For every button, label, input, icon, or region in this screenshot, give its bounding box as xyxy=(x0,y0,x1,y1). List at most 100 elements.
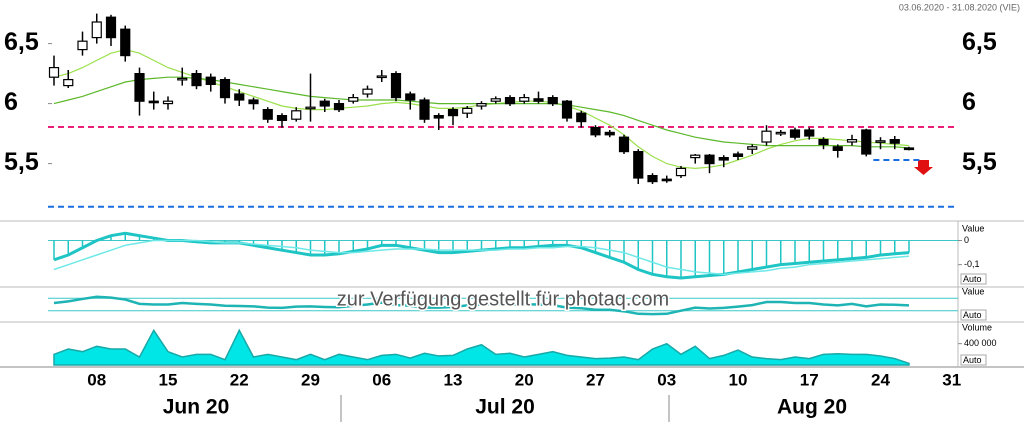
candle-body xyxy=(561,100,573,119)
candle-body xyxy=(476,102,487,107)
candle-body xyxy=(390,72,402,99)
candle-body xyxy=(818,139,829,146)
x-tick-label: 13 xyxy=(444,370,463,389)
candle-body xyxy=(276,114,288,121)
auto-button-label[interactable]: Auto xyxy=(963,355,982,365)
candle-body xyxy=(903,147,915,151)
candle-body xyxy=(633,151,644,179)
date-range: 03.06.2020 - 31.08.2020 (VIE) xyxy=(899,2,1020,12)
candle-body xyxy=(376,75,387,79)
y-tick-label: -0,1 xyxy=(964,259,980,269)
candle-body xyxy=(704,154,715,165)
auto-button-label[interactable]: Auto xyxy=(963,274,982,284)
candle-body xyxy=(718,157,729,161)
candle-body xyxy=(305,106,316,110)
candle-body xyxy=(604,131,615,136)
x-tick-label: 15 xyxy=(159,370,178,389)
y-tick-label: 6 xyxy=(962,88,976,116)
candle-body xyxy=(77,40,88,51)
auto-button[interactable] xyxy=(960,273,987,285)
candle-body xyxy=(690,154,701,159)
series-line xyxy=(53,295,910,316)
candle-body xyxy=(134,72,145,102)
candle-body xyxy=(832,146,843,152)
x-tick-label: 31 xyxy=(942,370,961,389)
candle-body xyxy=(162,100,174,105)
candle-body xyxy=(362,88,373,95)
candle-body xyxy=(48,66,60,78)
y-tick-label: 0 xyxy=(964,235,969,245)
candle-body xyxy=(319,100,330,107)
candle-body xyxy=(761,130,772,143)
x-tick-label: 08 xyxy=(87,370,106,389)
volume-area xyxy=(53,328,910,366)
candle-body xyxy=(861,129,872,155)
candle-body xyxy=(205,76,216,85)
candle-body xyxy=(234,93,245,101)
axis-label: Volume xyxy=(962,322,992,332)
series-line xyxy=(53,239,910,276)
candle-body xyxy=(846,139,858,143)
candle-body xyxy=(590,126,601,136)
y-tick-label: 5,5 xyxy=(4,148,39,176)
candle-body xyxy=(533,98,544,102)
candle-body xyxy=(248,99,259,105)
candle-body xyxy=(291,110,302,120)
x-tick-label: 27 xyxy=(586,370,605,389)
candle-body xyxy=(647,175,658,183)
watermark: zur Verfügung gestellt für photaq.com xyxy=(337,288,669,310)
candle-body xyxy=(219,78,231,99)
candle-body xyxy=(675,167,687,177)
y-tick-label: 6,5 xyxy=(962,28,997,56)
candle-body xyxy=(875,140,886,143)
candle-body xyxy=(405,93,416,101)
candle-body xyxy=(120,28,131,57)
candle-body xyxy=(775,131,786,135)
candle-body xyxy=(262,108,273,120)
candle-body xyxy=(519,96,530,102)
down-arrow xyxy=(914,160,933,175)
candle-body xyxy=(889,139,900,144)
month-label: Jun 20 xyxy=(163,396,230,419)
candle-body xyxy=(447,108,459,117)
candle-body xyxy=(462,107,473,114)
x-tick-label: 06 xyxy=(372,370,391,389)
candle-body xyxy=(91,21,102,39)
x-tick-label: 22 xyxy=(230,370,249,389)
y-tick-label: 400 000 xyxy=(964,338,997,348)
candle-body xyxy=(804,129,815,137)
x-tick-label: 29 xyxy=(301,370,320,389)
y-tick-label: 6,5 xyxy=(4,28,39,56)
candle-body xyxy=(105,16,117,39)
candle-body xyxy=(547,96,558,105)
candle-body xyxy=(148,100,159,104)
candle-body xyxy=(732,153,744,158)
candle-body xyxy=(576,112,587,123)
axis-label: Value xyxy=(962,286,984,296)
candle-body xyxy=(348,96,359,102)
auto-button-label[interactable]: Auto xyxy=(963,310,982,320)
month-label: Aug 20 xyxy=(777,396,847,419)
candle-body xyxy=(490,98,501,102)
candle-body xyxy=(63,78,74,87)
candle-body xyxy=(618,136,630,153)
candle-body xyxy=(789,129,801,138)
auto-button[interactable] xyxy=(960,354,987,366)
candle-body xyxy=(504,96,516,105)
x-tick-label: 10 xyxy=(729,370,748,389)
x-tick-label: 03 xyxy=(657,370,676,389)
candle-body xyxy=(433,114,444,119)
candle-body xyxy=(177,77,188,81)
x-tick-label: 20 xyxy=(515,370,534,389)
auto-button[interactable] xyxy=(960,309,987,321)
candle-body xyxy=(419,99,430,120)
x-tick-label: 24 xyxy=(871,370,890,389)
axis-label: Value xyxy=(962,223,984,233)
candle-body xyxy=(191,72,202,87)
candle-body xyxy=(747,146,758,150)
x-tick-label: 17 xyxy=(800,370,819,389)
month-label: Jul 20 xyxy=(475,396,535,419)
candle-body xyxy=(333,102,345,111)
y-tick-label: 6 xyxy=(4,88,18,116)
